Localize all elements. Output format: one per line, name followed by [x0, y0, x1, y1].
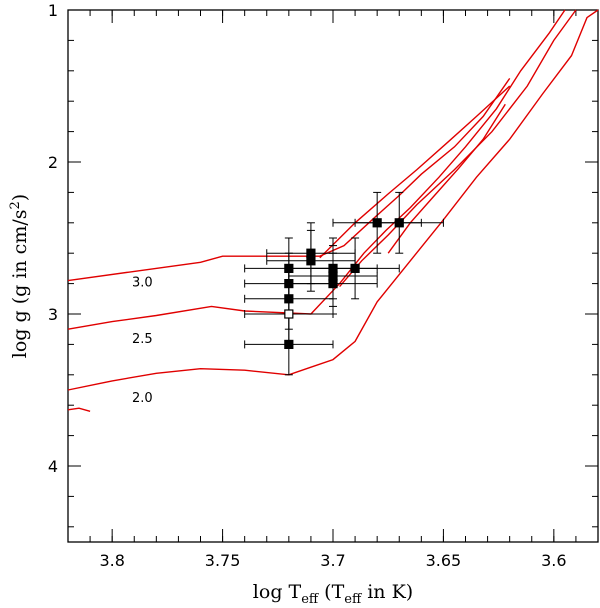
star-marker-filled — [284, 263, 294, 273]
x-tick-label: 3.75 — [205, 551, 241, 570]
star-marker-filled — [328, 263, 338, 273]
star-marker-filled — [284, 279, 294, 289]
track-line — [67, 9, 566, 330]
x-tick-label: 3.6 — [541, 551, 566, 570]
track-line — [387, 103, 506, 254]
x-tick-label: 3.8 — [99, 551, 124, 570]
track-line — [67, 407, 91, 412]
x-axis-title: log Teff (Teff in K) — [253, 581, 413, 607]
track-line — [339, 9, 577, 288]
mass-label: 3.0 — [132, 276, 153, 291]
major-ticks — [68, 9, 598, 542]
mass-labels: 3.0 2.5 2.0 — [132, 276, 153, 407]
evolutionary-tracks — [67, 9, 599, 412]
star-marker-filled — [284, 339, 294, 349]
y-axis-title: log g (g in cm/s2) — [8, 194, 31, 358]
star-marker-filled — [328, 271, 338, 281]
tick-labels: 3.8 3.75 3.7 3.65 3.6 1 2 3 4 — [48, 1, 567, 570]
star-marker-filled — [372, 218, 382, 228]
y-tick-label: 4 — [48, 457, 58, 476]
star-marker-filled — [306, 248, 316, 258]
y-tick-label: 3 — [48, 305, 58, 324]
star-marker-filled — [328, 279, 338, 289]
x-tick-label: 3.65 — [426, 551, 462, 570]
mass-label: 2.5 — [132, 332, 153, 347]
track-line — [67, 9, 599, 391]
track-line — [67, 77, 511, 282]
minor-ticks — [67, 9, 599, 542]
star-marker-filled — [350, 263, 360, 273]
star-marker-filled — [394, 218, 404, 228]
star-marker-filled — [306, 256, 316, 266]
y-tick-label: 2 — [48, 153, 58, 172]
mass-label: 2.0 — [132, 391, 153, 406]
y-tick-label: 1 — [48, 1, 58, 20]
star-marker-filled — [284, 294, 294, 304]
star-marker-open — [284, 309, 294, 319]
data-points — [284, 218, 404, 349]
x-tick-label: 3.7 — [320, 551, 345, 570]
